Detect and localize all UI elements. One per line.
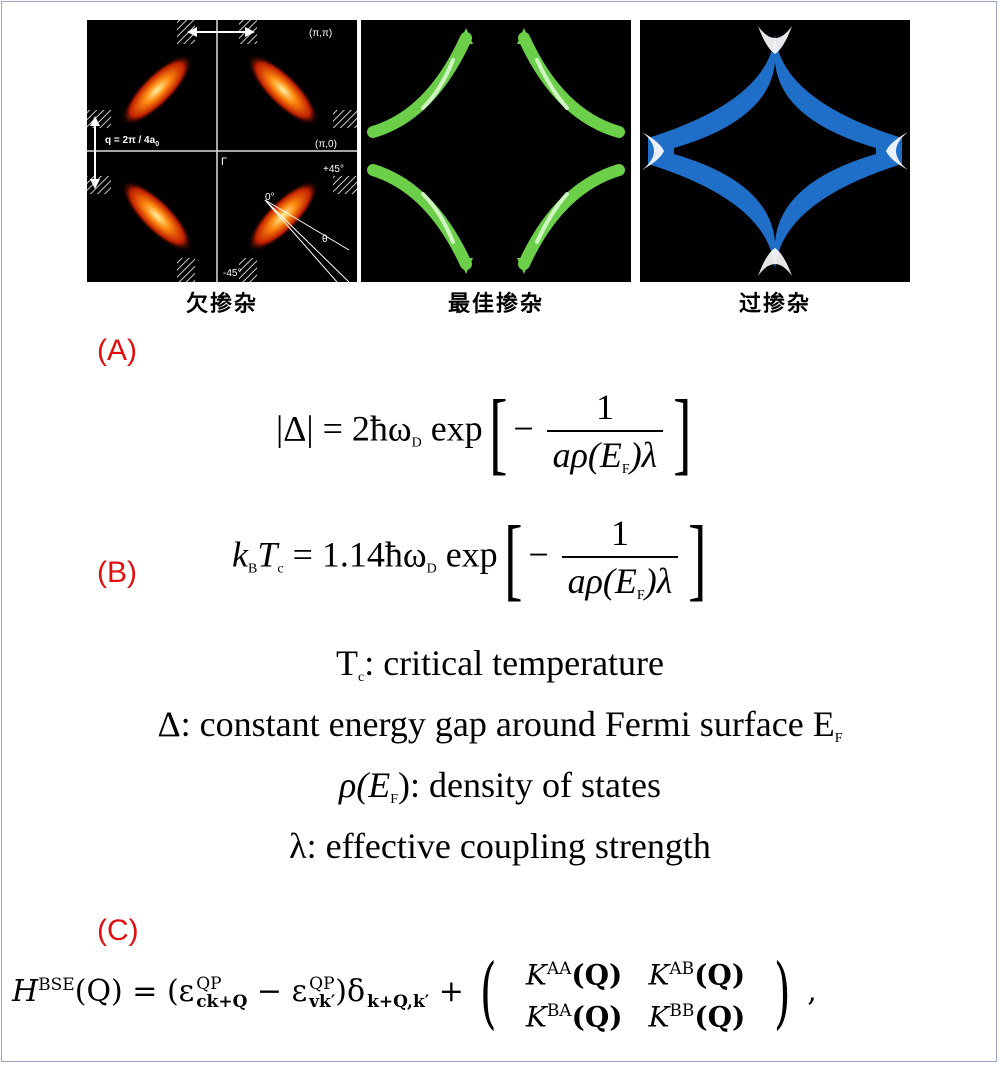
arc-bottom-right (518, 164, 625, 270)
label-q: q = 2π / 4a0 (105, 135, 159, 148)
def-rho: ρ(EF): density of states (338, 765, 661, 807)
label-zero-deg: 0° (265, 192, 275, 203)
panel-underdoped: (π,π) q = 2π / 4a0 Γ (π,0) +45° 0° θ -45… (87, 20, 357, 282)
label-plus45: +45° (323, 164, 344, 175)
equation-bse: HBSE(Q) = (ε QP ck+Q − ε QP vk′)δ k+Q,k′ + (K… (12, 948, 817, 1038)
label-minus45: -45° (223, 268, 241, 279)
panel-overdoped (640, 20, 910, 282)
arc-bottom-left (367, 164, 472, 270)
label-b: (B) (97, 556, 137, 589)
arc-bottom-left (121, 180, 193, 252)
arc-top-right (518, 32, 625, 138)
arc-bottom-right (247, 180, 319, 252)
label-a: (A) (97, 334, 137, 367)
panel-optimal (361, 20, 631, 282)
equation-tc: kBTc = 1.14ħωD exp[− 1 aρ(EF)λ] (232, 507, 707, 609)
def-delta: Δ: constant energy gap around Fermi surf… (157, 704, 843, 746)
caption-overdoped: 过掺杂 (738, 292, 811, 317)
arc-top-left (367, 32, 472, 138)
def-lambda: λ: effective coupling strength (289, 826, 711, 866)
def-tc: Tc: critical temperature (335, 643, 665, 685)
label-c: (C) (97, 914, 139, 947)
caption-underdoped: 欠掺杂 (185, 292, 258, 317)
label-theta: θ (322, 234, 328, 245)
equation-gap: |Δ| = 2ħωD exp[− 1 aρ(EF)λ] (276, 381, 692, 483)
arc-top-left (121, 54, 193, 126)
label-pi-0: (π,0) (315, 139, 337, 150)
label-gamma: Γ (221, 156, 227, 168)
arc-top-right (247, 54, 319, 126)
label-pi-pi: (π,π) (309, 28, 332, 39)
caption-optimal: 最佳掺杂 (447, 292, 544, 317)
